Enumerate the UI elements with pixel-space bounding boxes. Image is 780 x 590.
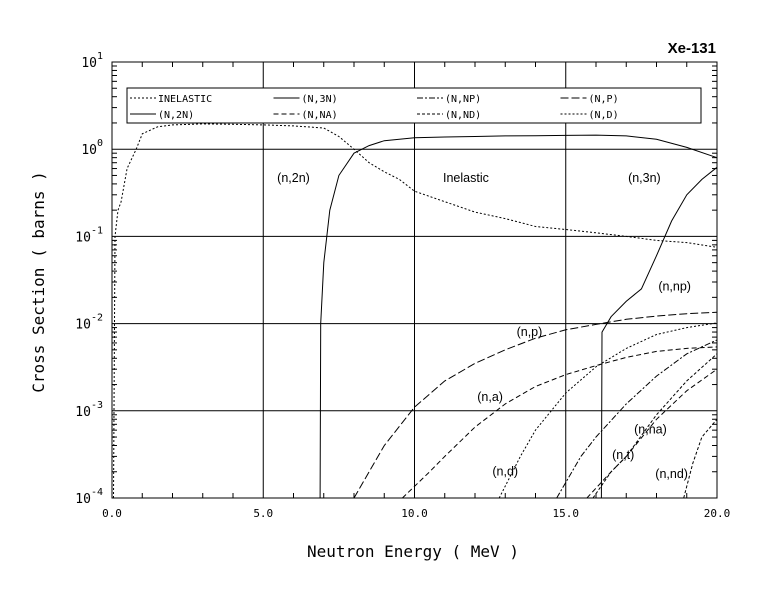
series-line [600,166,718,499]
curve-label: (n,na) [634,422,667,436]
series-line [586,368,718,499]
curve-label: Inelastic [443,171,489,185]
series-line [498,322,718,499]
x-axis-label: Neutron Energy ( MeV ) [307,542,519,561]
chart-title: Xe-131 [668,40,716,57]
series-line [402,346,718,499]
y-tick-label: 10-1 [75,225,103,245]
y-tick-label: 10-3 [75,400,103,420]
legend-label: (N,NP) [445,94,481,105]
legend: INELASTIC (N,3N) (N,NP) (N,P) (N,2N) (N,NA) (N… [126,87,702,124]
x-tick-label: 15.0 [553,507,580,520]
curve-annotations: (n,2n) Inelastic (n,3n) (n,np) (n,p) (n,a) (n,… [277,171,691,481]
curve-label: (n,nd) [655,467,688,481]
series-line [556,339,718,499]
curve-label: (n,p) [517,325,543,339]
curve-label: (n,a) [477,390,503,404]
data-series [113,123,718,499]
axis-ticks: 0.0 5.0 10.0 15.0 20.0 101 100 10-1 10-2 10-3 10-4 [75,51,730,520]
x-tick-label: 10.0 [401,507,428,520]
curve-label: (n,d) [492,465,518,479]
curve-label: (n,t) [612,448,634,462]
curve-label: (n,3n) [628,171,661,185]
series-line [319,134,718,499]
legend-label: INELASTIC [158,94,212,105]
series-line [113,123,718,499]
x-tick-label: 5.0 [253,507,273,520]
y-tick-label: 10-4 [75,487,103,507]
y-tick-label: 10-2 [75,313,103,333]
legend-label: (N,D) [589,110,619,121]
y-tick-label: 101 [81,51,103,71]
plot-frame [111,61,718,499]
legend-label: (N,2N) [158,110,194,121]
x-tick-label: 20.0 [704,507,731,520]
legend-label: (N,3N) [302,94,338,105]
y-tick-label: 100 [81,138,103,158]
series-line [683,418,718,499]
series-line [592,353,718,499]
series-line [353,311,718,499]
curve-label: (n,2n) [277,171,310,185]
x-tick-label: 0.0 [102,507,122,520]
legend-label: (N,ND) [445,110,481,121]
curve-label: (n,np) [658,279,691,293]
y-axis-label: Cross Section ( barns ) [29,171,48,393]
legend-box [126,87,702,124]
legend-label: (N,NA) [302,110,338,121]
legend-label: (N,P) [589,94,619,105]
grid-lines [112,62,717,498]
